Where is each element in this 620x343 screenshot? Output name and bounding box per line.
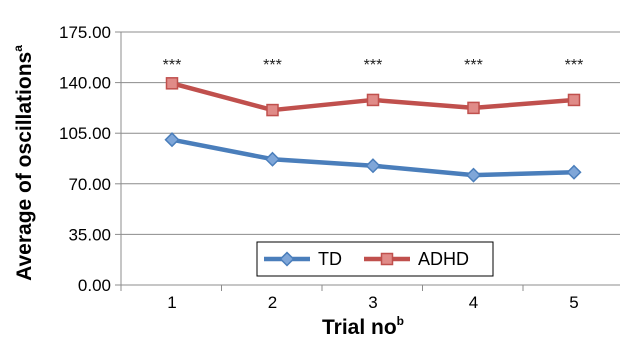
adhd-data-point — [266, 103, 279, 117]
legend-swatch-marker — [279, 251, 295, 267]
x-tick-label: 4 — [469, 293, 478, 312]
td-data-point — [566, 164, 582, 180]
series-adhd — [165, 77, 581, 117]
series-lines — [164, 77, 582, 183]
y-axis-title: Average of oscillationsa — [11, 45, 36, 281]
y-tick-label: 105.00 — [59, 124, 111, 143]
y-axis-title-text: Average of oscillations — [13, 52, 36, 281]
axes — [115, 31, 620, 291]
x-axis-title-text: Trial no — [322, 316, 397, 339]
tick-labels: 0.00 35.00 70.00 105.00 140.00 175.00 1 2 3 4 5 — [59, 23, 579, 312]
x-axis-title: Trial nob — [322, 314, 404, 339]
legend-item-adhd: ADHD — [364, 249, 469, 269]
y-tick-label: 140.00 — [59, 74, 111, 93]
legend-label: ADHD — [418, 249, 469, 269]
td-data-point — [264, 151, 281, 167]
y-tick-label: 175.00 — [59, 23, 111, 42]
gridlines — [121, 31, 620, 235]
legend-item-td: TD — [264, 249, 342, 269]
significance-annotation: *** — [364, 57, 383, 74]
adhd-data-point — [366, 93, 380, 107]
td-data-point — [164, 132, 180, 148]
legend: TD ADHD — [256, 241, 494, 277]
x-tick-label: 3 — [368, 293, 377, 312]
td-data-point — [465, 167, 482, 183]
significance-annotation: *** — [464, 57, 483, 74]
x-axis-title-superscript: b — [397, 314, 404, 328]
significance-annotation: *** — [263, 57, 282, 74]
significance-annotation: *** — [565, 57, 584, 74]
legend-label: TD — [318, 249, 342, 269]
td-data-point — [365, 158, 381, 174]
adhd-data-point — [567, 93, 581, 107]
series-td — [164, 132, 582, 183]
adhd-data-point — [467, 101, 480, 115]
x-tick-label: 2 — [268, 293, 277, 312]
y-axis-title-superscript: a — [11, 45, 25, 52]
significance-annotation: *** — [163, 57, 182, 74]
x-tick-label: 5 — [569, 293, 578, 312]
y-tick-label: 35.00 — [68, 225, 111, 244]
y-tick-label: 70.00 — [68, 175, 111, 194]
y-tick-label: 0.00 — [78, 276, 111, 295]
adhd-data-point — [165, 77, 179, 90]
significance-annotations: *** *** *** *** *** — [163, 57, 584, 74]
legend-swatch-marker — [380, 252, 394, 266]
x-tick-label: 1 — [167, 293, 176, 312]
